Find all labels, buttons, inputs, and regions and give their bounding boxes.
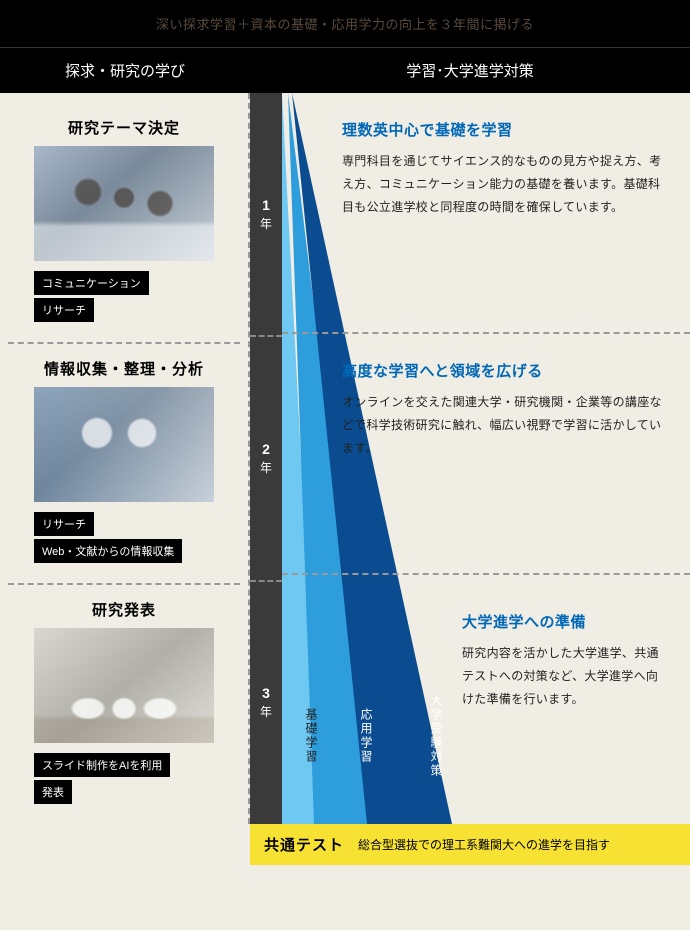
right-column: 基礎学習 応用学習 大学受験対策 理数英中心で基礎を学習 専門科目を通じてサイエ… [282, 93, 690, 824]
year-3: 3 年 [250, 582, 282, 824]
year-2: 2 年 [250, 337, 282, 581]
bottom-bar: 共通テスト 総合型選抜での理工系難関大への進学を目指す [250, 824, 690, 865]
year-3-number: 3 [262, 685, 270, 701]
right-block-1: 理数英中心で基礎を学習 専門科目を通じてサイエンス的なものの見方や捉え方、考え方… [282, 93, 690, 334]
tag: スライド制作をAIを利用 [34, 753, 170, 777]
left-block-3: 研究発表 スライド制作をAIを利用 発表 [8, 585, 240, 824]
photo-3 [34, 628, 214, 743]
left-block-3-title: 研究発表 [8, 599, 240, 620]
bottom-strong: 共通テスト [264, 834, 344, 855]
left-block-2: 情報収集・整理・分析 リサーチ Web・文献からの情報収集 [8, 344, 240, 585]
header-left-title: 探求・研究の学び [0, 48, 250, 93]
year-1-number: 1 [262, 197, 270, 213]
right-block-1-body: 専門科目を通じてサイエンス的なものの見方や捉え方、考え方、コミュニケーション能力… [342, 150, 670, 218]
left-block-1-title: 研究テーマ決定 [8, 117, 240, 138]
photo-2 [34, 387, 214, 502]
left-block-1: 研究テーマ決定 コミュニケーション リサーチ [8, 103, 240, 344]
year-2-suffix: 年 [260, 459, 272, 476]
right-block-2-title: 高度な学習へと領域を広げる [342, 360, 670, 381]
right-block-2-body: オンラインを交えた関連大学・研究機関・企業等の講座などで科学技術研究に触れ、幅広… [342, 391, 670, 459]
right-block-3-title: 大学進学への準備 [462, 611, 670, 632]
tag: Web・文献からの情報収集 [34, 539, 182, 563]
tag: リサーチ [34, 512, 94, 536]
header-right-title: 学習･大学進学対策 [250, 48, 690, 93]
header-row: 探求・研究の学び 学習･大学進学対策 [0, 47, 690, 93]
bottom-text: 総合型選抜での理工系難関大への進学を目指す [358, 836, 610, 853]
tag: リサーチ [34, 298, 94, 322]
right-block-3: 大学進学への準備 研究内容を活かした大学進学、共通テストへの対策など、大学進学へ… [282, 575, 690, 824]
right-block-1-title: 理数英中心で基礎を学習 [342, 119, 670, 140]
left-block-2-tags: リサーチ Web・文献からの情報収集 [8, 512, 240, 563]
content: 研究テーマ決定 コミュニケーション リサーチ 情報収集・整理・分析 リサーチ W… [0, 93, 690, 824]
left-block-1-tags: コミュニケーション リサーチ [8, 271, 240, 322]
year-column: 1 年 2 年 3 年 [250, 93, 282, 824]
year-2-number: 2 [262, 441, 270, 457]
year-1-suffix: 年 [260, 215, 272, 232]
photo-1 [34, 146, 214, 261]
left-column: 研究テーマ決定 コミュニケーション リサーチ 情報収集・整理・分析 リサーチ W… [0, 93, 250, 824]
year-3-suffix: 年 [260, 703, 272, 720]
tag: 発表 [34, 780, 72, 804]
tag: コミュニケーション [34, 271, 149, 295]
left-block-2-title: 情報収集・整理・分析 [8, 358, 240, 379]
year-1: 1 年 [250, 93, 282, 337]
top-banner: 深い探求学習＋資本の基礎・応用学力の向上を３年間に掲げる [0, 0, 690, 47]
right-block-3-body: 研究内容を活かした大学進学、共通テストへの対策など、大学進学へ向けた準備を行いま… [462, 642, 670, 710]
right-block-2: 高度な学習へと領域を広げる オンラインを交えた関連大学・研究機関・企業等の講座な… [282, 334, 690, 575]
left-block-3-tags: スライド制作をAIを利用 発表 [8, 753, 240, 804]
